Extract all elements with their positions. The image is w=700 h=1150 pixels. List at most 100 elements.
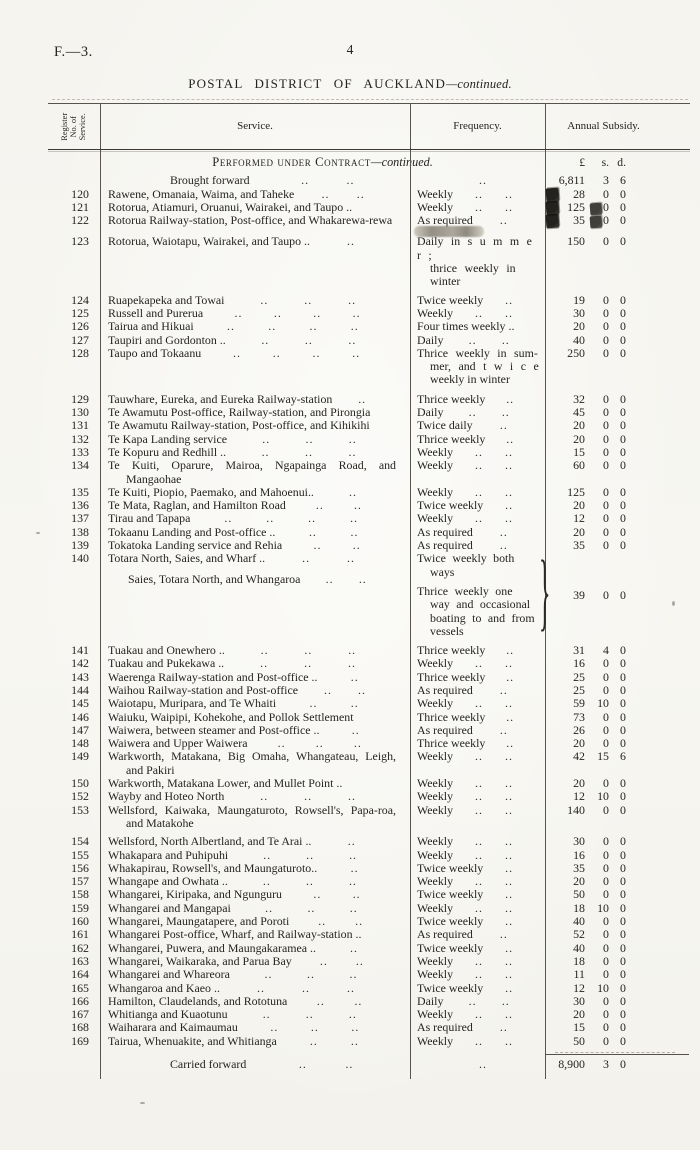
subsidy-cell: 11 0 0 [545,967,690,981]
service-name: Totara North, Saies, and Wharf .. [108,551,266,566]
service-name: Wellsford, North Albertland, and Te Arai… [108,834,312,849]
dot-leader: .... [292,954,396,968]
table-row: 128 Taupo and Tokaanu........ Thrice weekl… [48,345,690,387]
table-row: 150 Warkworth, Matakana Lower, and Mullet… [48,776,690,791]
dot-leader: .. [485,392,539,406]
subsidy-shillings: 0 [603,538,609,553]
service-line: Whangarei, Puwera, and Maungakaramea ...… [108,941,396,955]
table-row: 131 Te Awamutu Railway-station, Post-offi… [48,418,690,433]
dot-pair: .. [501,405,510,420]
dot-leader: .... [282,888,396,902]
service-name: Te Kapa Landing service [108,431,228,446]
column-divider-subsidy [545,103,546,1080]
frequency-cell: Twice weekly.. [410,861,545,875]
frequency-line: Thrice weekly.. [417,643,539,658]
service-name: Te Mata, Raglan, and Hamilton Road [108,498,286,513]
service-line: Waihou Railway-station and Post-office..… [108,683,396,697]
service-name: Whakapirau, Rowsell's, and Maungaturoto.… [108,860,318,875]
dot-pair: .. [499,418,508,433]
service-name: Whakapara and Puhipuhi [108,847,229,862]
dot-pair: .. [505,887,514,902]
dot-pair: .. [475,847,483,862]
service-name: Te Kuiti, Oparure, Mairoa, Ngapainga Roa… [108,458,396,486]
table-row: 135 Te Kuiti, Piopio, Paemako, and Mahoen… [48,485,690,499]
service-name: Waiwera and Upper Waiwera [108,736,248,751]
subsidy-pence: 0 [620,199,626,214]
dot-pair: .. [475,1033,483,1048]
spacer [626,902,690,915]
frequency-value: Daily [417,332,444,347]
subsidy-pounds: 12 [573,511,585,526]
subsidy-shillings: 0 [603,802,609,817]
dot-pair: .. [350,860,359,875]
frequency-cell: Twice weekly.. [410,914,545,929]
dot-leader: .. [310,235,396,249]
dot-pair: .. [315,736,324,751]
column-divider-frequency [410,103,411,1080]
service-line: Brought forward.... [108,173,396,187]
subsidy-cell: 20 0 0 [545,776,690,790]
subsidy-pence: 0 [620,524,626,539]
frequency-cell: Twice weekly.. [410,887,545,902]
dot-pair: .. [505,834,513,849]
frequency-value: As required [417,682,473,697]
subsidy-pounds: 45 [573,405,585,420]
dot-pair: .. [350,696,359,711]
table-row: 136 Te Mata, Raglan, and Hamilton Road...… [48,498,690,513]
dot-pair: .. [261,444,270,459]
dot-leader: .... [453,485,539,499]
service-cell: Te Kuiti, Oparure, Mairoa, Ngapainga Roa… [100,459,410,486]
dot-pair: .. [506,643,515,658]
frequency-line: Weekly.... [417,187,539,201]
dot-pair: .. [277,736,286,751]
frequency-value: Twice weekly [417,914,484,929]
frequency-line: Weekly.... [417,458,539,473]
service-cell: Te Awamutu Railway-station, Post-office,… [100,419,410,432]
service-line: Tokaanu Landing and Post-office ...... [108,525,396,539]
subsidy-pounds: 20 [573,524,585,539]
table-row: 126 Tairua and Hikuai........ Four times w… [48,319,690,333]
service-cell: Tirau and Tapapa........ [100,512,410,526]
dot-pair: .. [475,458,483,473]
frequency-value: Weekly [417,1033,454,1048]
frequency-cell: Weekly.... [410,657,545,671]
dot-pair: .. [475,696,483,711]
dot-leader: .. [318,670,397,684]
table-row: 146 Waiuku, Waipipi, Kohekohe, and Pollok… [48,710,690,724]
subsidy-cell: 50 0 0 [545,888,690,902]
service-name: Warkworth, Matakana Lower, and Mullet Po… [108,776,343,791]
service-line: Waiwera, between steamer and Post-office… [108,723,396,737]
frequency-line: Weekly.... [417,953,539,968]
service-cell: Hamilton, Claudelands, and Rototuna.... [100,994,410,1008]
table-row: Brought forward...... 6,811 3 6 [48,173,690,187]
dot-pair: .. [348,643,357,658]
dot-pair: .. [505,802,513,817]
dot-pair: .. [256,980,265,995]
dot-pair: .. [358,571,367,586]
register-number: 145 [71,696,89,711]
subsidy-pounds: 16 [573,847,585,862]
page-title: POSTAL DISTRICT OF AUCKLAND—continued. [0,77,700,91]
service-name: Carried forward [170,1057,247,1071]
frequency-cell: Weekly.... [410,874,545,888]
service-line: Whangarei and Whareora...... [108,967,396,981]
service-cell: Warkworth, Matakana, Big Omaha, Whangate… [100,750,410,777]
service-name: Rawene, Omanaia, Waima, and Taheke [108,186,295,201]
register-number: 159 [71,900,89,915]
dot-pair: .. [475,953,483,968]
dot-pair: .. [312,345,321,360]
subsidy-shillings: 0 [603,391,609,406]
dot-pair: .. [352,538,361,553]
frequency-line: Thrice weekly.. [417,392,539,406]
service-line: Waiuku, Waipipi, Kohekohe, and Pollok Se… [108,710,396,724]
frequency-cell: Thrice weekly.. [410,643,545,658]
dot-pair: .. [304,643,313,658]
register-number: 154 [71,834,89,849]
subsidy-shillings: 0 [603,587,609,602]
dot-pair: .. [475,444,483,459]
register-number: 160 [71,914,89,929]
frequency-cell: Twice daily.. [410,418,545,433]
frequency-value: Weekly [417,776,454,791]
subsidy-cell: 20 0 0 [545,874,690,888]
frequency-value: Thrice weekly [417,643,486,658]
